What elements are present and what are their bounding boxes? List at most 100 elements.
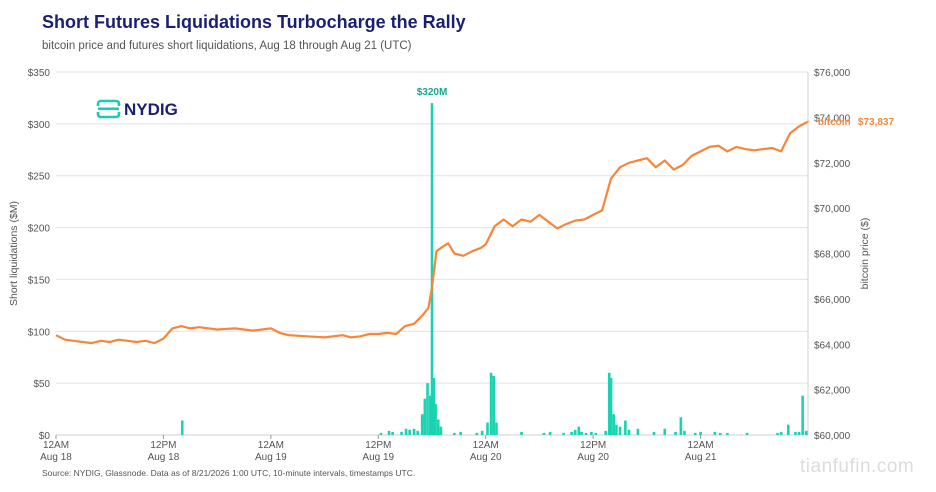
liquidation-bar bbox=[726, 432, 729, 435]
x-tick-label-time: 12PM bbox=[365, 440, 391, 451]
liquidation-bar bbox=[679, 417, 683, 435]
y-left-tick-label: $350 bbox=[28, 68, 51, 79]
x-tick-label-time: 12AM bbox=[688, 440, 714, 451]
y-left-tick-label: $0 bbox=[39, 431, 51, 442]
liquidation-bar bbox=[636, 428, 640, 435]
liquidation-bar bbox=[434, 403, 437, 435]
x-tick-label-time: 12AM bbox=[43, 440, 69, 451]
liquidation-bar bbox=[439, 426, 443, 435]
x-tick-label-date: Aug 18 bbox=[148, 452, 180, 463]
liquidation-bar bbox=[391, 431, 394, 435]
y-right-tick-label: $76,000 bbox=[814, 68, 851, 79]
liquidation-bar bbox=[486, 422, 489, 435]
liquidation-bar bbox=[713, 431, 717, 435]
liquidation-bar bbox=[609, 377, 613, 435]
x-tick-label-date: Aug 21 bbox=[685, 452, 717, 463]
liquidation-bar bbox=[584, 432, 588, 435]
series-end-value-label: $73,837 bbox=[858, 117, 895, 128]
liquidation-bar bbox=[453, 432, 456, 435]
liquidation-bar bbox=[627, 429, 631, 435]
logo-text: NYDIG bbox=[124, 100, 178, 119]
x-tick-label-time: 12PM bbox=[580, 440, 606, 451]
liquidation-bars bbox=[180, 103, 808, 435]
x-tick-label-time: 12AM bbox=[258, 440, 284, 451]
price-series bbox=[55, 120, 810, 345]
x-tick-label-date: Aug 20 bbox=[470, 452, 502, 463]
liquidation-bar bbox=[604, 430, 607, 435]
y-right-tick-label: $74,000 bbox=[814, 113, 851, 124]
liquidation-bar bbox=[436, 419, 440, 435]
liquidation-bar bbox=[432, 377, 436, 435]
peak-liquidation-label: $320M bbox=[417, 87, 448, 98]
liquidation-bar bbox=[489, 372, 493, 435]
y-right-tick-label: $62,000 bbox=[814, 386, 851, 397]
liquidation-bar bbox=[624, 420, 627, 435]
y-right-tick-label: $68,000 bbox=[814, 250, 851, 261]
bitcoin-price-line bbox=[55, 120, 810, 345]
liquidation-bar bbox=[779, 431, 783, 435]
liquidation-bar bbox=[430, 103, 434, 435]
y-right-tick-label: $60,000 bbox=[814, 431, 851, 442]
liquidation-bar bbox=[548, 431, 552, 435]
y-right-axis-title: bitcoin price ($) bbox=[859, 218, 871, 290]
y-right-tick-label: $64,000 bbox=[814, 340, 851, 351]
y-left-axis-title: Short liquidations ($M) bbox=[8, 201, 20, 306]
y-left-tick-label: $50 bbox=[33, 379, 50, 390]
liquidation-bar bbox=[542, 432, 546, 435]
liquidation-bar bbox=[520, 431, 523, 435]
liquidation-bar bbox=[693, 432, 697, 435]
liquidation-bar bbox=[562, 432, 565, 435]
liquidation-bar bbox=[699, 431, 702, 435]
liquidation-bar bbox=[718, 432, 722, 435]
liquidation-bar bbox=[420, 414, 424, 435]
liquidation-bar bbox=[804, 430, 808, 435]
source-note: Source: NYDIG, Glassnode. Data as of 8/2… bbox=[42, 468, 416, 478]
y-right-tick-label: $66,000 bbox=[814, 295, 851, 306]
liquidation-bar bbox=[652, 431, 656, 435]
liquidation-bar bbox=[412, 428, 416, 435]
liquidation-bar bbox=[794, 431, 797, 435]
liquidation-bar bbox=[594, 432, 598, 435]
liquidation-bar bbox=[797, 431, 801, 435]
x-tick-label-date: Aug 20 bbox=[577, 452, 609, 463]
liquidation-bar bbox=[787, 424, 790, 435]
liquidation-bar bbox=[577, 426, 581, 435]
liquidation-bar bbox=[663, 428, 667, 435]
liquidation-bar bbox=[180, 420, 184, 435]
liquidation-bar bbox=[379, 432, 383, 435]
series-end-label: bitcoin bbox=[818, 117, 851, 128]
y-left-tick-label: $300 bbox=[28, 120, 51, 131]
chart-title: Short Futures Liquidations Turbocharge t… bbox=[42, 12, 466, 32]
y-left-tick-label: $150 bbox=[28, 275, 51, 286]
liquidation-bar bbox=[674, 431, 677, 435]
nydig-logo: NYDIG bbox=[96, 99, 178, 119]
liquidation-bar bbox=[580, 431, 583, 435]
axes: $0 $50 $100 $150 $200 $250 $300 $350 $60,000 $62,… bbox=[8, 68, 871, 463]
annotations: $320M bitcoin $73,837 bbox=[417, 87, 895, 128]
chart-subtitle: bitcoin price and futures short liquidat… bbox=[42, 40, 412, 52]
y-right-tick-label: $70,000 bbox=[814, 204, 851, 215]
x-tick-label-time: 12AM bbox=[473, 440, 499, 451]
liquidation-bar bbox=[683, 430, 686, 435]
x-tick-label-date: Aug 18 bbox=[40, 452, 72, 463]
liquidation-bar bbox=[459, 431, 462, 435]
liquidation-bar bbox=[607, 372, 611, 435]
liquidation-bar bbox=[400, 431, 403, 435]
liquidation-bar bbox=[495, 422, 498, 435]
y-left-tick-label: $250 bbox=[28, 172, 51, 183]
liquidation-bar bbox=[475, 432, 479, 435]
liquidation-bar bbox=[426, 383, 429, 435]
nydig-logo-mark-icon bbox=[96, 99, 121, 119]
liquidation-bar bbox=[615, 424, 618, 435]
liquidation-bar bbox=[480, 430, 484, 435]
liquidation-bar bbox=[573, 429, 577, 435]
liquidation-bar bbox=[590, 431, 593, 435]
x-tick-label-time: 12PM bbox=[150, 440, 176, 451]
liquidation-bar bbox=[423, 398, 427, 435]
liquidation-bar bbox=[801, 395, 804, 435]
watermark: tianfufin.com bbox=[800, 456, 915, 477]
liquidation-bar bbox=[618, 426, 622, 435]
liquidation-bar bbox=[776, 432, 779, 435]
liquidation-bar bbox=[428, 395, 432, 435]
liquidation-bar bbox=[612, 414, 616, 435]
